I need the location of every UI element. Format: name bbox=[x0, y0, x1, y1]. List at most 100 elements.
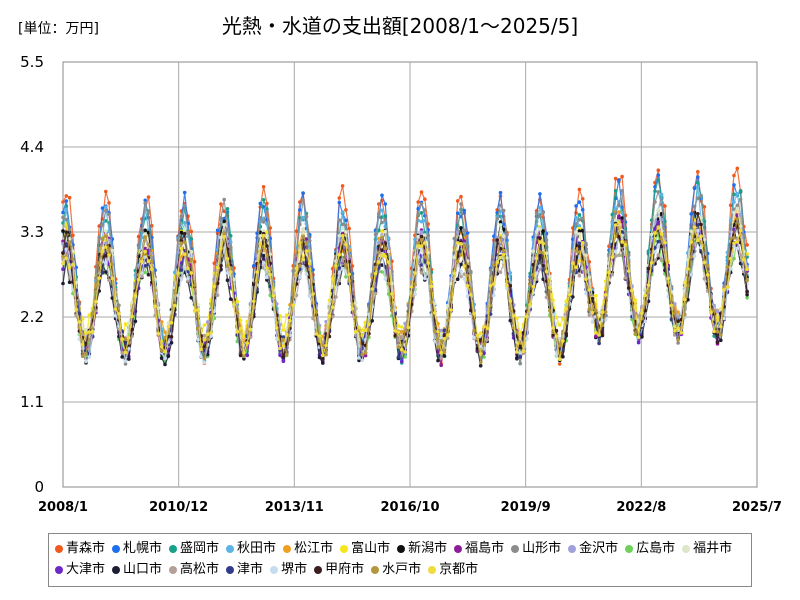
data-point bbox=[176, 293, 180, 298]
y-tick-label: 3.3 bbox=[20, 223, 44, 241]
data-point bbox=[482, 355, 486, 359]
data-point bbox=[189, 229, 194, 234]
data-point bbox=[143, 232, 147, 236]
data-point bbox=[455, 230, 460, 234]
data-point bbox=[613, 254, 618, 258]
data-point bbox=[452, 255, 457, 260]
data-point bbox=[367, 322, 371, 327]
data-point bbox=[123, 322, 128, 326]
data-point bbox=[344, 263, 348, 267]
data-point bbox=[337, 253, 342, 257]
data-point bbox=[646, 283, 651, 287]
legend-marker-icon bbox=[682, 544, 691, 553]
data-point bbox=[222, 197, 226, 202]
data-point bbox=[735, 246, 740, 251]
data-point bbox=[291, 303, 296, 308]
data-point bbox=[419, 211, 424, 215]
data-point bbox=[442, 336, 447, 341]
legend-item: 札幌市 bbox=[112, 538, 162, 559]
data-point bbox=[370, 272, 375, 277]
data-point bbox=[541, 229, 545, 233]
data-point bbox=[495, 216, 500, 221]
data-point bbox=[307, 294, 312, 298]
data-point bbox=[617, 178, 621, 182]
data-point bbox=[603, 310, 608, 314]
data-point bbox=[669, 303, 674, 308]
data-point bbox=[238, 318, 243, 323]
data-point bbox=[80, 317, 85, 321]
data-point bbox=[653, 231, 657, 235]
data-point bbox=[235, 311, 240, 315]
data-point bbox=[673, 302, 677, 306]
data-point bbox=[659, 202, 664, 207]
data-point bbox=[715, 309, 720, 314]
legend-marker-icon bbox=[314, 565, 323, 574]
y-tick-label: 1.1 bbox=[20, 393, 44, 411]
x-tick-label: 2025/7 bbox=[732, 500, 782, 515]
data-point bbox=[689, 272, 693, 277]
data-point bbox=[143, 228, 147, 233]
data-point bbox=[192, 309, 197, 313]
data-point bbox=[561, 317, 565, 321]
data-point bbox=[416, 244, 421, 248]
y-tick-label: 2.2 bbox=[20, 308, 44, 326]
data-point bbox=[179, 277, 184, 282]
data-point bbox=[153, 304, 157, 309]
data-point bbox=[120, 355, 124, 359]
data-point bbox=[738, 197, 743, 202]
data-point bbox=[71, 257, 75, 261]
data-point bbox=[176, 250, 180, 254]
data-point bbox=[676, 310, 680, 315]
data-point bbox=[492, 282, 496, 286]
data-point bbox=[702, 276, 707, 281]
data-point bbox=[353, 301, 358, 305]
data-point bbox=[298, 275, 302, 280]
data-point bbox=[574, 222, 578, 226]
data-point bbox=[67, 227, 72, 232]
data-point bbox=[242, 351, 246, 355]
data-point bbox=[577, 224, 582, 228]
data-point bbox=[501, 248, 506, 253]
data-point bbox=[281, 344, 286, 348]
data-point bbox=[426, 234, 430, 238]
data-point bbox=[130, 314, 134, 319]
data-point bbox=[419, 263, 424, 267]
data-point bbox=[245, 341, 249, 345]
data-point bbox=[396, 330, 401, 334]
data-point bbox=[245, 353, 249, 358]
data-point bbox=[488, 283, 493, 288]
data-point bbox=[284, 352, 289, 357]
data-point bbox=[258, 215, 263, 220]
data-point bbox=[663, 240, 667, 245]
data-point bbox=[416, 212, 421, 217]
data-point bbox=[505, 283, 509, 288]
data-point bbox=[745, 243, 749, 247]
data-point bbox=[104, 245, 108, 249]
data-point bbox=[61, 261, 65, 266]
legend-label: 福島市 bbox=[465, 541, 505, 556]
data-point bbox=[396, 345, 401, 349]
data-point bbox=[548, 274, 552, 279]
data-point bbox=[199, 347, 203, 352]
data-point bbox=[166, 321, 171, 325]
data-point bbox=[439, 328, 444, 333]
data-point bbox=[577, 218, 582, 222]
legend-item: 青森市 bbox=[55, 538, 105, 559]
data-point bbox=[649, 232, 654, 237]
data-point bbox=[360, 358, 365, 363]
data-point bbox=[653, 189, 657, 193]
data-point bbox=[571, 261, 575, 265]
data-point bbox=[548, 285, 552, 290]
data-point bbox=[219, 246, 223, 251]
data-point bbox=[90, 330, 95, 334]
x-tick-label: 2010/12 bbox=[149, 500, 208, 515]
data-point bbox=[419, 271, 424, 275]
data-point bbox=[61, 251, 65, 255]
data-point bbox=[337, 278, 342, 283]
data-point bbox=[228, 234, 233, 238]
data-point bbox=[261, 233, 266, 238]
data-point bbox=[696, 180, 700, 185]
legend-label: 福井市 bbox=[693, 541, 733, 556]
data-point bbox=[380, 253, 384, 258]
data-point bbox=[377, 250, 381, 255]
